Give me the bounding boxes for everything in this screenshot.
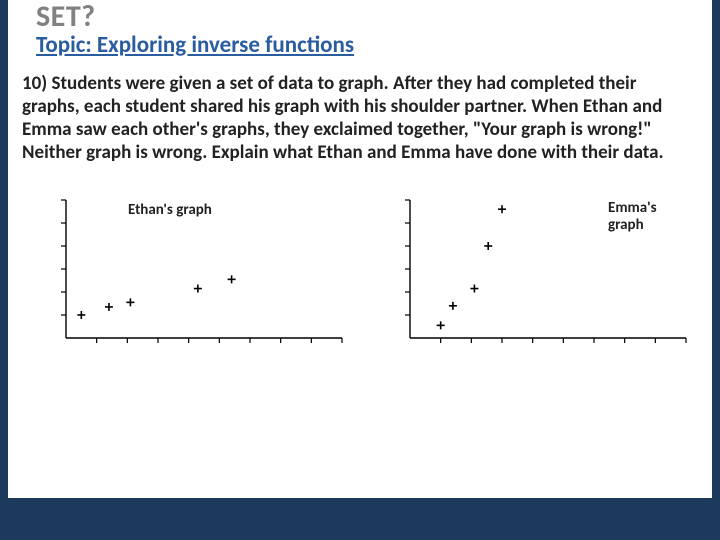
emma-chart-label: Emma's graph xyxy=(608,200,678,233)
ethan-chart: Ethan's graph xyxy=(48,194,348,352)
header: SET? Topic: Exploring inverse functions xyxy=(8,0,712,58)
question-text: 10) Students were given a set of data to… xyxy=(8,58,712,165)
emma-chart: Emma's graph xyxy=(392,194,692,352)
charts-row: Ethan's graph Emma's graph xyxy=(8,164,712,352)
topic-title: Topic: Exploring inverse functions xyxy=(36,33,712,58)
slide-content: SET? Topic: Exploring inverse functions … xyxy=(8,0,712,498)
ethan-chart-label: Ethan's graph xyxy=(128,202,212,219)
set-title: SET? xyxy=(36,0,712,33)
